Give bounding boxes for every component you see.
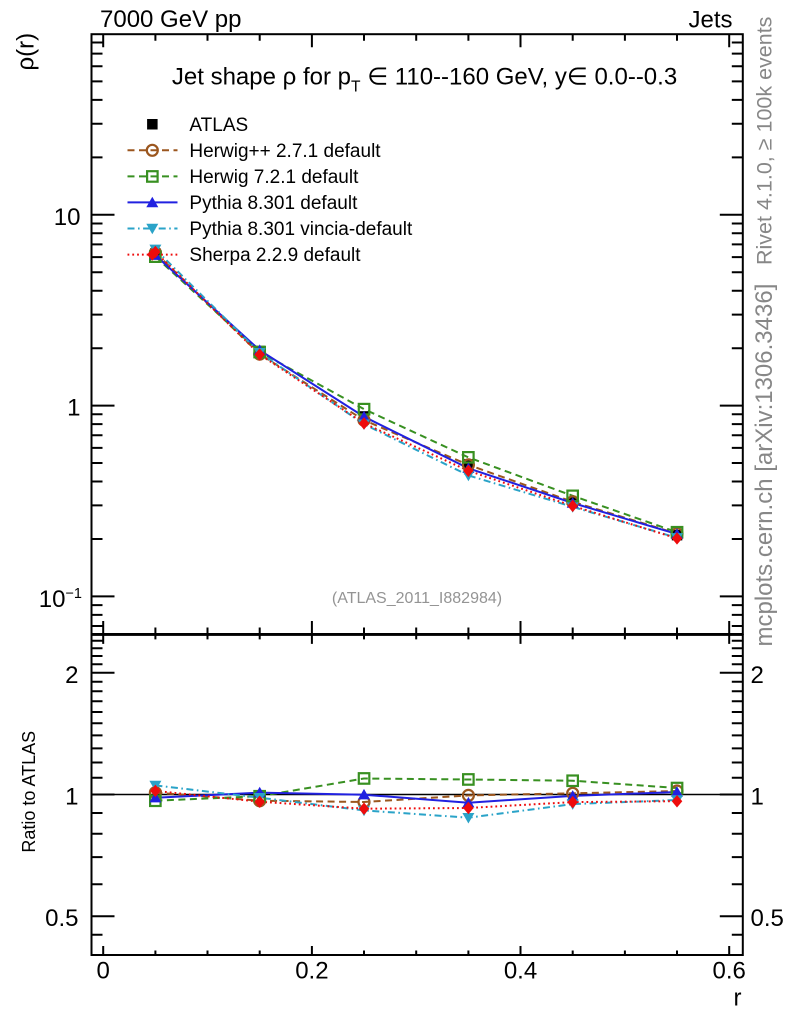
svg-text:mcplots.cern.ch [arXiv:1306.34: mcplots.cern.ch [arXiv:1306.3436] xyxy=(751,284,778,647)
svg-text:1: 1 xyxy=(67,395,80,422)
svg-text:Jet shape ρ for pT ∈ 110--160: Jet shape ρ for pT ∈ 110--160 GeV, y∈ 0.… xyxy=(172,63,677,95)
svg-text:2: 2 xyxy=(751,662,764,689)
svg-text:Rivet 4.1.0, ≥ 100k events: Rivet 4.1.0, ≥ 100k events xyxy=(753,17,777,265)
svg-text:7000 GeV pp: 7000 GeV pp xyxy=(100,6,241,33)
svg-text:Sherpa 2.2.9 default: Sherpa 2.2.9 default xyxy=(189,245,361,266)
svg-text:Jets: Jets xyxy=(688,7,732,34)
svg-text:0.5: 0.5 xyxy=(751,905,784,932)
svg-text:(ATLAS_2011_I882984): (ATLAS_2011_I882984) xyxy=(332,590,502,607)
svg-text:0: 0 xyxy=(97,958,110,985)
svg-text:0.2: 0.2 xyxy=(295,958,328,985)
svg-text:2: 2 xyxy=(65,662,78,689)
svg-text:Pythia 8.301 default: Pythia 8.301 default xyxy=(189,193,358,214)
svg-text:10: 10 xyxy=(54,204,81,231)
svg-text:1: 1 xyxy=(65,784,78,811)
svg-text:Herwig 7.2.1 default: Herwig 7.2.1 default xyxy=(189,167,359,188)
svg-text:0.6: 0.6 xyxy=(713,958,746,985)
svg-text:r: r xyxy=(734,985,742,1012)
svg-text:ρ(r): ρ(r) xyxy=(13,33,40,71)
svg-text:Herwig++ 2.7.1 default: Herwig++ 2.7.1 default xyxy=(189,141,381,162)
svg-text:1: 1 xyxy=(751,784,764,811)
svg-text:Pythia 8.301 vincia-default: Pythia 8.301 vincia-default xyxy=(189,219,413,240)
svg-text:Ratio to ATLAS: Ratio to ATLAS xyxy=(19,731,39,853)
svg-text:ATLAS: ATLAS xyxy=(189,115,248,136)
svg-text:10−1: 10−1 xyxy=(39,586,82,613)
svg-text:0.4: 0.4 xyxy=(504,958,537,985)
svg-text:0.5: 0.5 xyxy=(45,905,78,932)
